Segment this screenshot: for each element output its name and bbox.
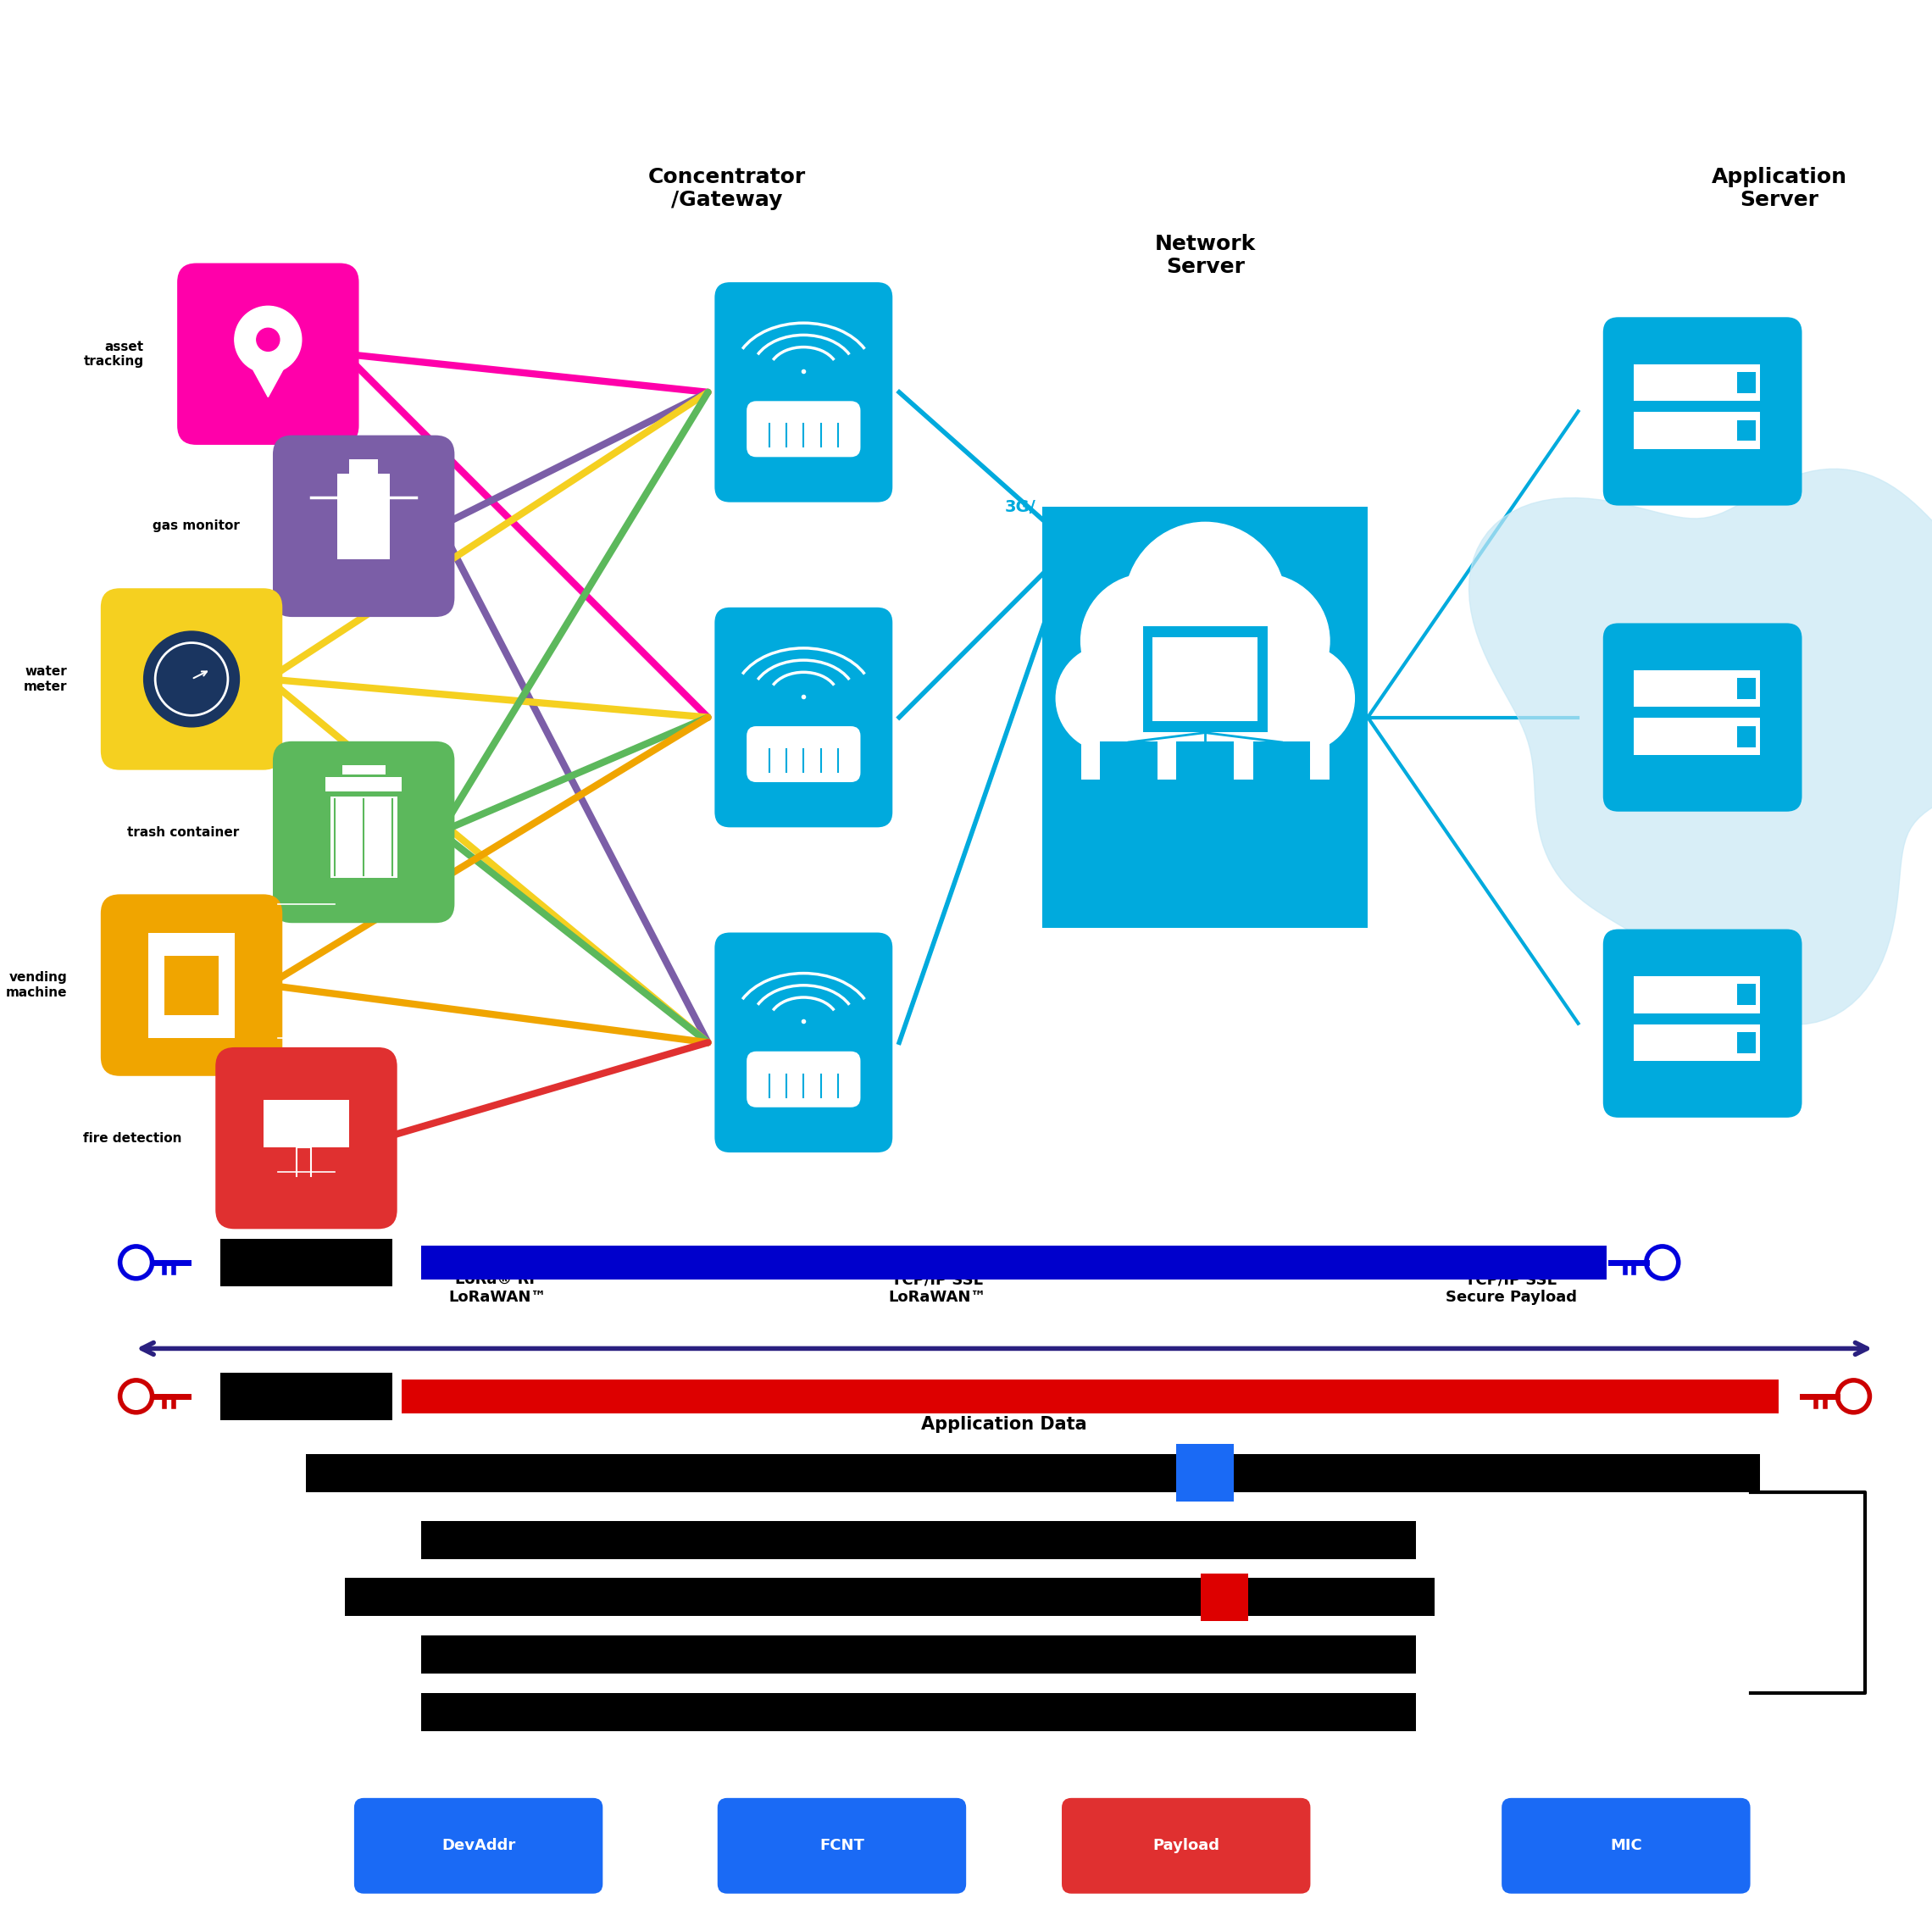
- Bar: [1014, 1578, 1435, 1617]
- Text: gas monitor: gas monitor: [153, 520, 240, 533]
- Bar: [1634, 412, 1760, 448]
- Circle shape: [1124, 522, 1285, 682]
- Bar: [263, 1099, 350, 1148]
- FancyBboxPatch shape: [216, 1047, 398, 1229]
- FancyBboxPatch shape: [100, 895, 282, 1076]
- Text: Network
Server: Network Server: [1155, 234, 1256, 278]
- Polygon shape: [240, 344, 298, 396]
- Bar: [220, 1238, 392, 1287]
- Bar: [182, 993, 201, 1014]
- Text: 3G/: 3G/: [1005, 498, 1036, 516]
- Text: MIC: MIC: [1609, 1837, 1642, 1853]
- Circle shape: [1248, 645, 1354, 752]
- FancyBboxPatch shape: [1501, 1799, 1750, 1893]
- Bar: [182, 974, 201, 995]
- Bar: [199, 956, 218, 976]
- Bar: [350, 460, 379, 479]
- FancyBboxPatch shape: [178, 263, 359, 444]
- Bar: [164, 956, 184, 976]
- Bar: [344, 1578, 1416, 1617]
- Bar: [1177, 742, 1235, 788]
- Bar: [1634, 1024, 1760, 1061]
- Circle shape: [1057, 645, 1163, 752]
- FancyBboxPatch shape: [1063, 1799, 1310, 1893]
- Text: LoRa® RF
LoRaWAN™: LoRa® RF LoRaWAN™: [448, 1271, 547, 1304]
- Bar: [325, 777, 402, 792]
- Bar: [1737, 1032, 1756, 1053]
- FancyBboxPatch shape: [272, 435, 454, 616]
- Circle shape: [1654, 1254, 1671, 1271]
- Text: Payload: Payload: [1153, 1837, 1219, 1853]
- Bar: [1634, 719, 1760, 755]
- Bar: [1153, 638, 1258, 721]
- Circle shape: [1196, 574, 1329, 707]
- Bar: [1144, 626, 1267, 732]
- Bar: [421, 1246, 1607, 1279]
- Bar: [164, 974, 184, 995]
- Circle shape: [257, 328, 280, 352]
- Circle shape: [234, 305, 301, 373]
- Circle shape: [1845, 1389, 1862, 1405]
- Bar: [1737, 983, 1756, 1005]
- Text: DevAddr: DevAddr: [442, 1837, 516, 1853]
- Bar: [164, 993, 184, 1014]
- Text: FCNT: FCNT: [819, 1837, 864, 1853]
- Text: AES Secured Payload
Application Data: AES Secured Payload Application Data: [898, 1397, 1109, 1434]
- FancyBboxPatch shape: [1604, 929, 1803, 1117]
- Bar: [149, 933, 234, 1037]
- Bar: [1177, 1443, 1235, 1501]
- Bar: [342, 765, 384, 775]
- Bar: [1634, 365, 1760, 402]
- Bar: [330, 796, 398, 877]
- Text: vending
machine: vending machine: [6, 972, 68, 999]
- Text: Concentrator
/Gateway: Concentrator /Gateway: [647, 166, 806, 211]
- Bar: [1737, 678, 1756, 699]
- Bar: [1099, 742, 1157, 788]
- Bar: [1634, 670, 1760, 707]
- Text: trash container: trash container: [128, 825, 240, 838]
- FancyBboxPatch shape: [100, 587, 282, 771]
- FancyBboxPatch shape: [746, 402, 860, 458]
- FancyBboxPatch shape: [717, 1799, 966, 1893]
- FancyBboxPatch shape: [715, 282, 893, 502]
- Bar: [1737, 373, 1756, 394]
- FancyBboxPatch shape: [354, 1799, 603, 1893]
- FancyBboxPatch shape: [746, 726, 860, 782]
- Bar: [1043, 506, 1368, 927]
- Bar: [338, 473, 390, 560]
- Bar: [1634, 976, 1760, 1012]
- Bar: [421, 1520, 1416, 1559]
- Bar: [199, 974, 218, 995]
- FancyBboxPatch shape: [715, 933, 893, 1153]
- Circle shape: [128, 1389, 145, 1405]
- FancyBboxPatch shape: [1604, 317, 1803, 506]
- Bar: [1737, 419, 1756, 440]
- Circle shape: [1080, 574, 1215, 707]
- Text: asset
tracking: asset tracking: [83, 340, 143, 367]
- FancyBboxPatch shape: [1604, 624, 1803, 811]
- Text: TCP/IP SSL
Secure Payload: TCP/IP SSL Secure Payload: [1445, 1271, 1577, 1304]
- Text: TCP/IP SSL
LoRaWAN™: TCP/IP SSL LoRaWAN™: [889, 1271, 987, 1304]
- Bar: [421, 1692, 1416, 1731]
- Bar: [182, 956, 201, 976]
- Bar: [307, 1453, 1760, 1492]
- Text: fire detection: fire detection: [83, 1132, 182, 1144]
- FancyBboxPatch shape: [746, 1051, 860, 1107]
- Bar: [1200, 1573, 1248, 1621]
- Text: Application
Server: Application Server: [1712, 166, 1847, 211]
- Polygon shape: [1468, 469, 1932, 1024]
- Bar: [402, 1379, 1779, 1414]
- Text: water
meter: water meter: [23, 665, 68, 694]
- Bar: [1254, 742, 1310, 788]
- FancyBboxPatch shape: [715, 607, 893, 827]
- Bar: [421, 1634, 1416, 1673]
- Bar: [1737, 726, 1756, 748]
- Bar: [199, 993, 218, 1014]
- Circle shape: [143, 632, 240, 726]
- Bar: [220, 1372, 392, 1420]
- Bar: [1080, 674, 1329, 779]
- Circle shape: [128, 1254, 145, 1271]
- FancyBboxPatch shape: [272, 742, 454, 923]
